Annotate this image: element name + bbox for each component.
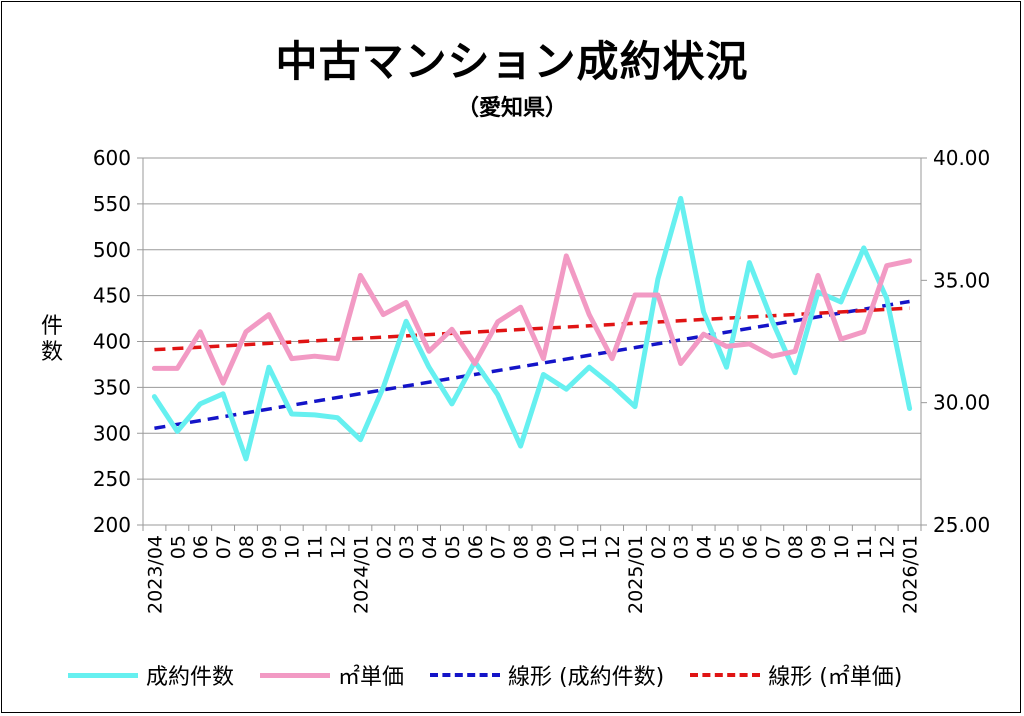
x-tick-label: 06 [465, 535, 487, 559]
legend-label-price-trend: 線形 (㎡単価) [768, 665, 903, 690]
y-left-tick-label: 350 [93, 375, 131, 399]
x-tick-label: 10 [282, 535, 304, 559]
legend-item-price: ㎡単価 [260, 659, 404, 691]
y-left-tick-label: 400 [93, 330, 131, 354]
x-tick-label: 2023/04 [144, 535, 166, 614]
x-tick-label: 05 [442, 535, 464, 559]
chart-legend: 成約件数 ㎡単価 線形 (成約件数) 線形 (㎡単価) [68, 658, 928, 692]
x-tick-label: 10 [831, 535, 853, 559]
x-tick-label: 08 [511, 535, 533, 559]
x-tick-label: 02 [648, 535, 670, 559]
x-tick-label: 10 [556, 535, 578, 559]
x-tick-label: 11 [305, 535, 327, 559]
legend-item-count: 成約件数 [68, 659, 234, 691]
legend-label-price: ㎡単価 [338, 665, 405, 690]
y-right-tick-label: 30.00 [933, 391, 990, 415]
x-tick-label: 06 [739, 535, 761, 559]
y-left-tick-label: 200 [93, 513, 131, 537]
legend-swatch-price [260, 672, 331, 678]
x-tick-label: 09 [808, 535, 830, 559]
x-tick-label: 03 [396, 535, 418, 559]
legend-label-count-trend: 線形 (成約件数) [508, 665, 665, 690]
y-right-tick-label: 35.00 [933, 268, 990, 292]
x-tick-label: 03 [671, 535, 693, 559]
x-tick-label: 12 [877, 535, 899, 559]
chart-subtitle: （愛知県） [456, 96, 567, 121]
y-left-tick-label: 300 [93, 421, 131, 445]
y-left-tick-label: 450 [93, 284, 131, 308]
x-tick-label: 12 [328, 535, 350, 559]
y-left-tick-label: 250 [93, 467, 131, 491]
price-series-line [151, 253, 913, 386]
x-tick-label: 2026/01 [900, 535, 922, 614]
x-tick-label: 08 [785, 535, 807, 559]
count-series-line [151, 195, 913, 462]
x-tick-label: 07 [762, 535, 784, 559]
x-tick-label: 06 [190, 535, 212, 559]
legend-label-count: 成約件数 [146, 665, 235, 690]
legend-swatch-price-trend [690, 673, 761, 677]
y-axis-left-label: 件数 [40, 314, 63, 365]
legend-swatch-count-trend [430, 673, 501, 677]
y-right-tick-label: 25.00 [933, 513, 990, 537]
x-tick-label: 07 [488, 535, 510, 559]
x-tick-label: 04 [419, 535, 441, 559]
legend-swatch-count [68, 672, 138, 678]
x-tick-label: 12 [602, 535, 624, 559]
legend-item-price-trend: 線形 (㎡単価) [690, 659, 902, 691]
x-tick-label: 04 [694, 535, 716, 559]
legend-item-count-trend: 線形 (成約件数) [430, 659, 664, 691]
x-tick-label: 11 [579, 535, 601, 559]
y-right-tick-label: 40.00 [933, 146, 990, 170]
x-tick-label: 09 [259, 535, 281, 559]
count-trend-line [154, 299, 910, 430]
x-tick-label: 05 [167, 535, 189, 559]
y-left-tick-label: 600 [93, 146, 131, 170]
y-left-tick-label: 550 [93, 192, 131, 216]
x-tick-label: 2024/01 [350, 535, 372, 614]
x-tick-label: 05 [717, 535, 739, 559]
x-tick-label: 09 [533, 535, 555, 559]
x-tick-label: 07 [213, 535, 235, 559]
x-tick-label: 2025/01 [625, 535, 647, 614]
chart-title: 中古マンション成約状況 [275, 37, 749, 86]
y-left-tick-label: 500 [93, 238, 131, 262]
x-tick-label: 02 [373, 535, 395, 559]
x-tick-label: 11 [854, 535, 876, 559]
x-tick-label: 08 [236, 535, 258, 559]
